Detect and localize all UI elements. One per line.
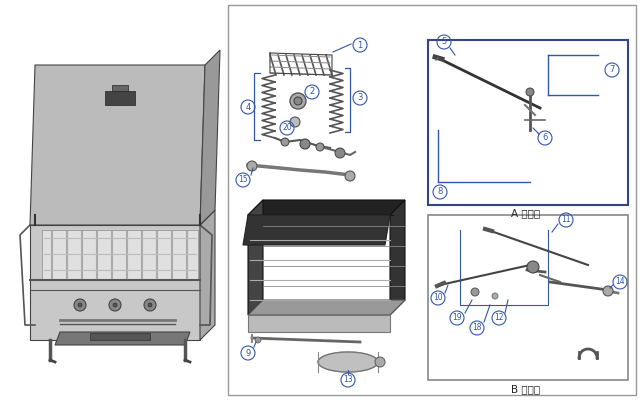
Bar <box>112 85 128 91</box>
Text: 3: 3 <box>357 94 363 102</box>
Text: 10: 10 <box>433 294 443 302</box>
Text: B 詳細部: B 詳細部 <box>511 384 541 394</box>
Polygon shape <box>30 210 215 225</box>
Bar <box>42 230 198 280</box>
Bar <box>105 91 135 105</box>
Text: 1: 1 <box>357 40 363 50</box>
Text: 19: 19 <box>452 314 462 322</box>
Text: 4: 4 <box>245 102 251 112</box>
Circle shape <box>148 303 152 307</box>
Polygon shape <box>248 300 405 315</box>
Circle shape <box>527 261 539 273</box>
Circle shape <box>335 148 345 158</box>
Text: 14: 14 <box>615 278 625 286</box>
Circle shape <box>74 299 86 311</box>
Text: 20: 20 <box>282 124 292 132</box>
Circle shape <box>290 93 306 109</box>
Bar <box>428 40 628 205</box>
Polygon shape <box>248 315 390 332</box>
Polygon shape <box>30 225 200 340</box>
Text: 7: 7 <box>609 66 614 74</box>
Polygon shape <box>200 210 215 340</box>
Polygon shape <box>200 50 220 225</box>
Text: 13: 13 <box>343 376 353 384</box>
Polygon shape <box>55 332 190 345</box>
Bar <box>90 333 150 340</box>
Circle shape <box>294 97 302 105</box>
Bar <box>228 5 636 395</box>
Circle shape <box>113 303 117 307</box>
Polygon shape <box>248 200 405 215</box>
Circle shape <box>603 286 613 296</box>
Polygon shape <box>243 215 390 245</box>
Circle shape <box>375 357 385 367</box>
Text: 11: 11 <box>561 216 571 224</box>
Polygon shape <box>30 65 205 225</box>
Text: 12: 12 <box>494 314 504 322</box>
Polygon shape <box>390 200 405 315</box>
Text: 2: 2 <box>309 88 315 96</box>
Text: 8: 8 <box>437 188 443 196</box>
Circle shape <box>526 88 534 96</box>
Circle shape <box>144 299 156 311</box>
Bar <box>428 215 628 380</box>
Polygon shape <box>248 200 263 315</box>
Circle shape <box>109 299 121 311</box>
Text: 18: 18 <box>472 324 482 332</box>
Text: 5: 5 <box>442 38 447 46</box>
Polygon shape <box>318 352 378 372</box>
Text: A 詳細部: A 詳細部 <box>511 208 541 218</box>
Circle shape <box>345 171 355 181</box>
Circle shape <box>492 293 498 299</box>
Text: 6: 6 <box>542 134 548 142</box>
Circle shape <box>316 143 324 151</box>
Text: 15: 15 <box>238 176 248 184</box>
Circle shape <box>471 288 479 296</box>
Circle shape <box>255 337 261 343</box>
Circle shape <box>290 117 300 127</box>
Circle shape <box>281 138 289 146</box>
Text: 9: 9 <box>245 348 251 358</box>
Circle shape <box>78 303 82 307</box>
Circle shape <box>247 161 257 171</box>
Circle shape <box>300 139 310 149</box>
